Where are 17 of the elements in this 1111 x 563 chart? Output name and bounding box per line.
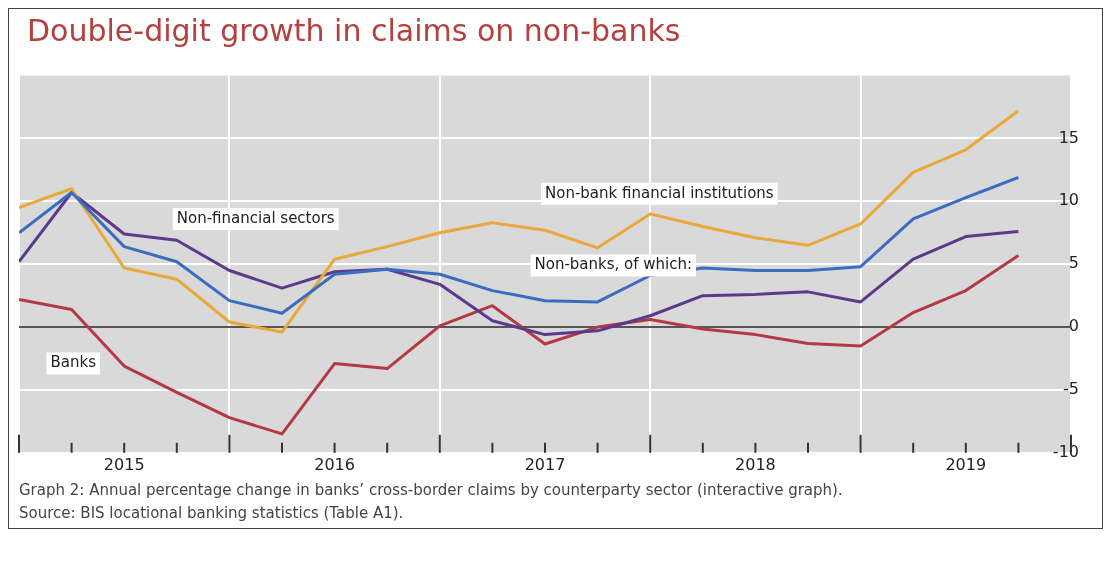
series-label: Banks — [50, 353, 97, 372]
series-label: Non-bank financial institutions — [545, 183, 774, 202]
x-tick-label: 2015 — [103, 454, 145, 474]
x-tick-label: 2019 — [945, 454, 987, 474]
source-note: Source: BIS locational banking statistics (Table A1). — [18, 503, 405, 524]
y-tick-label: 0 — [1068, 316, 1079, 336]
series-label: Non-financial sectors — [176, 208, 335, 227]
y-tick-label: 10 — [1058, 190, 1079, 210]
x-tick-label: 2016 — [314, 454, 355, 474]
x-tick-label: 2018 — [735, 454, 776, 474]
caption: Graph 2: Annual percentage change in banks’ cross-border claims by counterparty sector (interactive graph). — [18, 480, 844, 501]
y-tick-label: 15 — [1058, 127, 1079, 147]
y-tick-label: 5 — [1068, 253, 1079, 273]
y-tick-label: -5 — [1063, 379, 1079, 399]
series-label: Non-banks, of which: — [534, 255, 693, 274]
x-tick-label: 2017 — [524, 454, 566, 474]
chart-title: Double-digit growth in claims on non-banks — [26, 12, 682, 50]
